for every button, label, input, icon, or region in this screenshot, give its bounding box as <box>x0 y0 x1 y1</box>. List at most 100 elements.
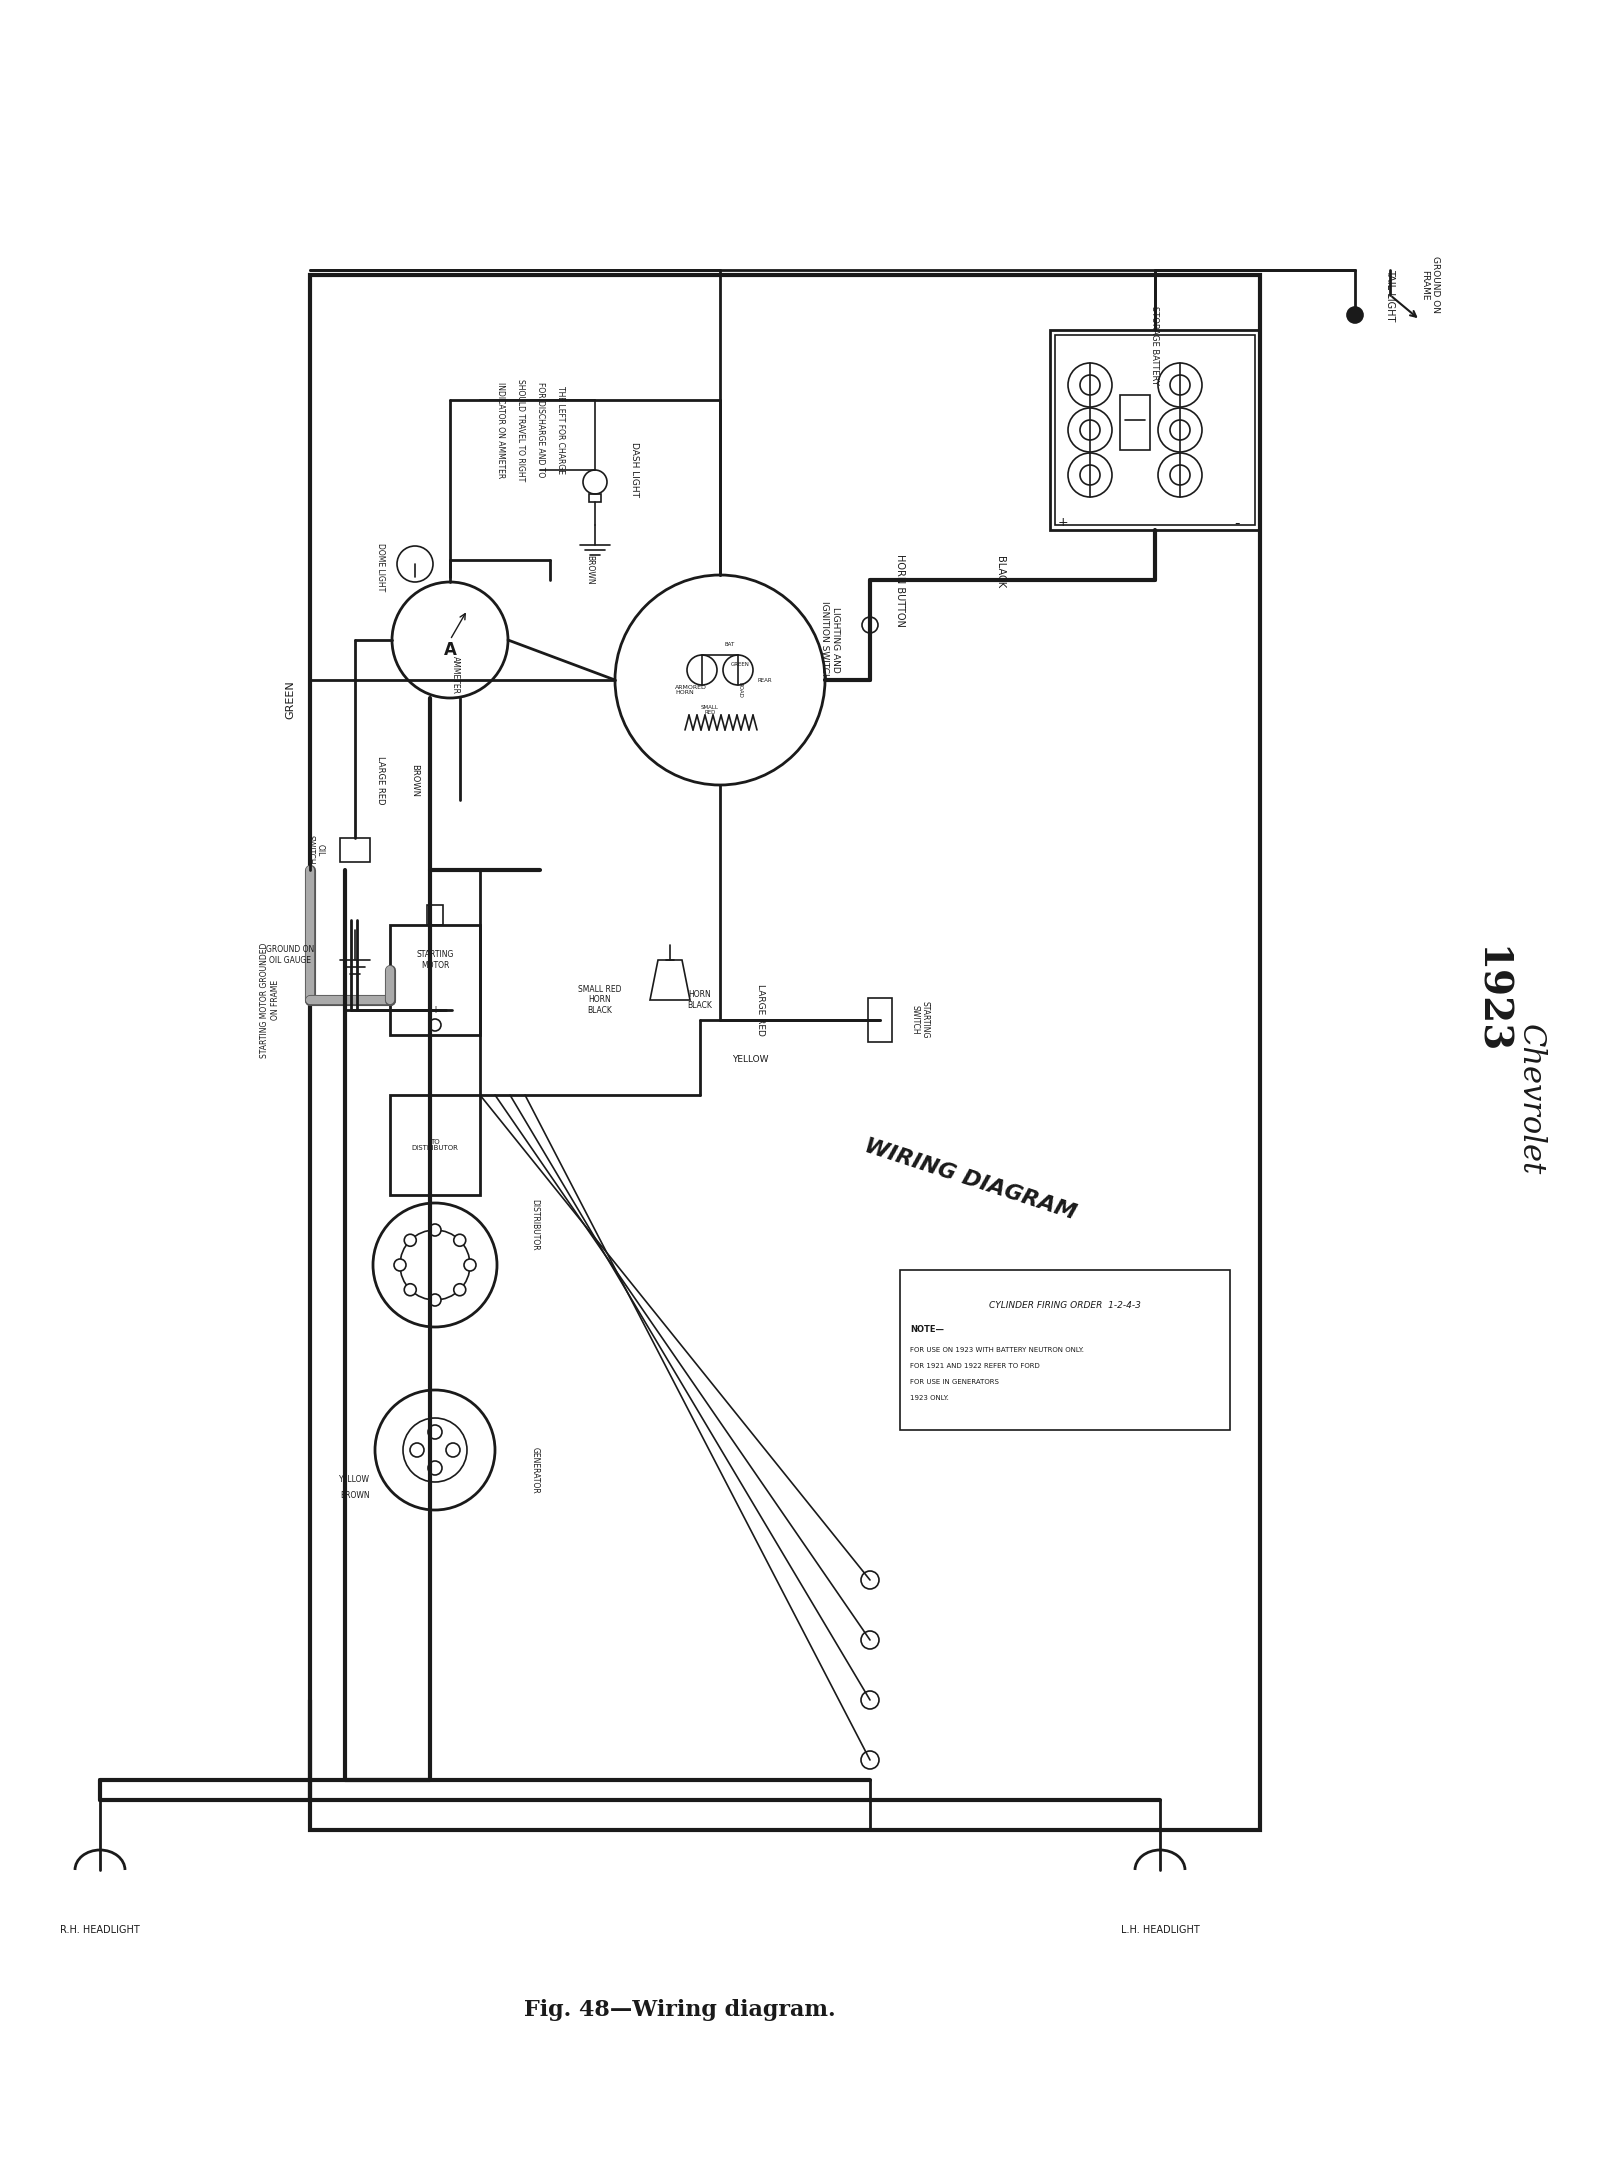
Text: GREEN: GREEN <box>731 662 749 667</box>
Text: CYLINDER FIRING ORDER  1-2-4-3: CYLINDER FIRING ORDER 1-2-4-3 <box>989 1301 1141 1309</box>
Text: +: + <box>430 1004 438 1015</box>
Text: SHOULD TRAVEL TO RIGHT: SHOULD TRAVEL TO RIGHT <box>515 379 525 480</box>
Circle shape <box>373 1203 498 1327</box>
Text: STORAGE BATTERY: STORAGE BATTERY <box>1150 305 1160 385</box>
Circle shape <box>1069 364 1112 407</box>
Circle shape <box>862 617 878 634</box>
Text: LARGE RED: LARGE RED <box>755 985 765 1037</box>
Polygon shape <box>650 961 690 1000</box>
Circle shape <box>1170 374 1190 396</box>
Bar <box>427 905 443 924</box>
Circle shape <box>1170 420 1190 439</box>
Text: NOTE—: NOTE— <box>910 1327 944 1335</box>
Text: HORN
BLACK: HORN BLACK <box>688 991 712 1011</box>
Text: SMALL RED
HORN
BLACK: SMALL RED HORN BLACK <box>578 985 622 1015</box>
Text: Chevrolet: Chevrolet <box>1515 1024 1546 1175</box>
Circle shape <box>429 1294 442 1307</box>
Bar <box>339 837 370 861</box>
Circle shape <box>454 1283 466 1296</box>
Bar <box>390 1095 480 1195</box>
Text: WIRING DIAGRAM: WIRING DIAGRAM <box>861 1136 1078 1223</box>
Text: 1923: 1923 <box>1470 946 1509 1054</box>
Circle shape <box>454 1233 466 1246</box>
Text: ROAD: ROAD <box>738 682 742 699</box>
Text: 1923 ONLY.: 1923 ONLY. <box>910 1396 949 1400</box>
Circle shape <box>429 1225 442 1236</box>
Text: STARTING
MOTOR: STARTING MOTOR <box>416 950 454 969</box>
Text: SMALL
RED: SMALL RED <box>701 705 718 716</box>
Circle shape <box>1158 452 1202 498</box>
Bar <box>589 493 602 502</box>
Text: -: - <box>1234 515 1240 530</box>
Circle shape <box>405 1283 416 1296</box>
Circle shape <box>614 576 826 786</box>
Text: FOR DISCHARGE AND TO: FOR DISCHARGE AND TO <box>536 383 544 478</box>
Circle shape <box>446 1443 461 1456</box>
Circle shape <box>1170 465 1190 485</box>
Text: +: + <box>1058 517 1069 530</box>
Text: ARMORED
HORN: ARMORED HORN <box>675 684 707 695</box>
Circle shape <box>1347 307 1363 322</box>
Circle shape <box>582 470 606 493</box>
Text: BROWN: BROWN <box>411 764 419 796</box>
Text: INDICATOR ON AMMETER: INDICATOR ON AMMETER <box>496 381 504 478</box>
Text: FOR 1921 AND 1922 REFER TO FORD: FOR 1921 AND 1922 REFER TO FORD <box>910 1363 1040 1370</box>
Text: GROUND ON
OIL GAUGE: GROUND ON OIL GAUGE <box>266 946 314 965</box>
Circle shape <box>403 1417 467 1482</box>
Text: THE LEFT FOR CHARGE: THE LEFT FOR CHARGE <box>555 385 565 474</box>
Text: LIGHTING AND
IGNITION SWITCH: LIGHTING AND IGNITION SWITCH <box>821 602 840 679</box>
Circle shape <box>1158 409 1202 452</box>
Circle shape <box>400 1229 470 1301</box>
Circle shape <box>1069 452 1112 498</box>
Text: DASH LIGHT: DASH LIGHT <box>630 441 640 498</box>
Bar <box>1120 396 1150 450</box>
Text: L.H. HEADLIGHT: L.H. HEADLIGHT <box>1120 1926 1200 1935</box>
Text: DOME LIGHT: DOME LIGHT <box>376 543 384 591</box>
Circle shape <box>1080 374 1101 396</box>
Text: STARTING MOTOR GROUNDED
ON FRAME: STARTING MOTOR GROUNDED ON FRAME <box>261 941 280 1058</box>
Text: TO
DISTRIBUTOR: TO DISTRIBUTOR <box>411 1138 459 1151</box>
Text: BLACK: BLACK <box>995 556 1005 589</box>
Circle shape <box>1080 465 1101 485</box>
Bar <box>390 924 480 1034</box>
Bar <box>867 998 893 1043</box>
Text: YELLOW: YELLOW <box>339 1476 370 1485</box>
Bar <box>310 275 1261 1831</box>
Text: GREEN: GREEN <box>285 682 294 718</box>
Circle shape <box>723 656 754 686</box>
Circle shape <box>861 1690 878 1710</box>
Bar <box>1054 335 1254 526</box>
Text: REAR: REAR <box>758 677 773 682</box>
Circle shape <box>397 545 434 582</box>
Text: FOR USE IN GENERATORS: FOR USE IN GENERATORS <box>910 1378 998 1385</box>
Circle shape <box>464 1259 477 1270</box>
Circle shape <box>374 1389 494 1510</box>
Text: BAT: BAT <box>725 643 734 647</box>
Circle shape <box>429 1019 442 1030</box>
Circle shape <box>1069 409 1112 452</box>
Circle shape <box>410 1443 424 1456</box>
Circle shape <box>861 1751 878 1768</box>
Text: DISTRIBUTOR: DISTRIBUTOR <box>531 1199 539 1251</box>
Circle shape <box>1158 364 1202 407</box>
Circle shape <box>429 1461 442 1476</box>
Text: BROWN: BROWN <box>586 556 595 584</box>
Circle shape <box>394 1259 406 1270</box>
Circle shape <box>861 1571 878 1588</box>
Text: LARGE RED: LARGE RED <box>376 755 384 805</box>
Text: TAIL LIGHT: TAIL LIGHT <box>1386 268 1395 320</box>
Circle shape <box>429 1426 442 1439</box>
Text: R.H. HEADLIGHT: R.H. HEADLIGHT <box>61 1926 139 1935</box>
Circle shape <box>405 1233 416 1246</box>
Text: YELLOW: YELLOW <box>731 1056 768 1065</box>
Circle shape <box>686 656 717 686</box>
Text: STARTING
SWITCH: STARTING SWITCH <box>910 1002 930 1039</box>
Text: FOR USE ON 1923 WITH BATTERY NEUTRON ONLY.: FOR USE ON 1923 WITH BATTERY NEUTRON ONL… <box>910 1346 1085 1352</box>
Text: GROUND ON
FRAME: GROUND ON FRAME <box>1421 258 1440 314</box>
Bar <box>899 1270 1230 1430</box>
Text: A: A <box>443 641 456 660</box>
Text: HORN BUTTON: HORN BUTTON <box>894 554 906 625</box>
Text: AMMETER: AMMETER <box>451 656 459 695</box>
Circle shape <box>861 1632 878 1649</box>
Text: OIL
SWITCH: OIL SWITCH <box>306 835 325 866</box>
